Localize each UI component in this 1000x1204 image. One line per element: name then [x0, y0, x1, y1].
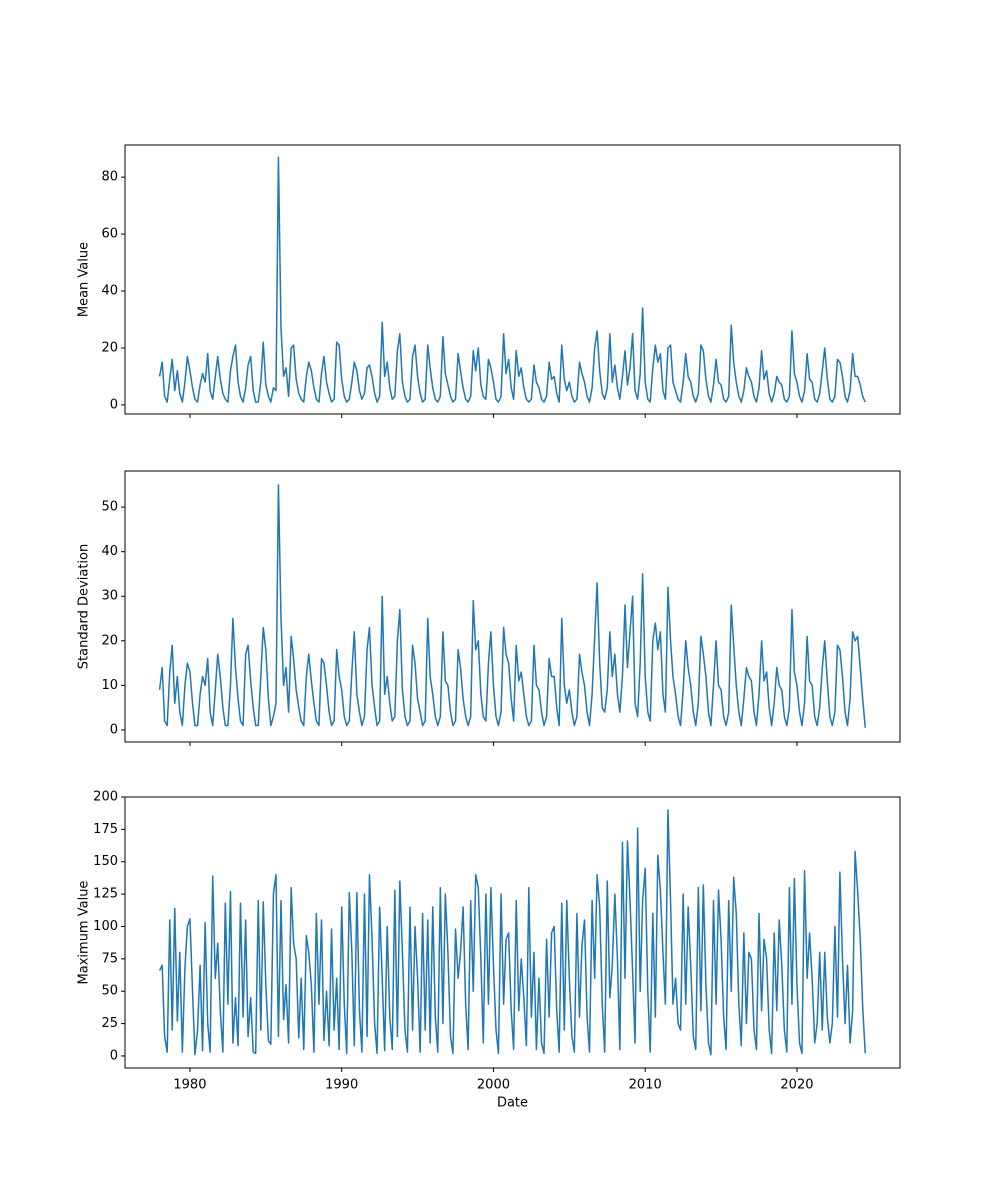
- data-line: [158, 484, 866, 728]
- y-tick-label: 10: [101, 678, 118, 693]
- y-tick-label: 175: [93, 822, 118, 837]
- y-tick-label: 30: [101, 589, 118, 604]
- x-tick-label: 1980: [173, 1078, 206, 1093]
- data-line: [158, 156, 866, 403]
- y-tick-label: 150: [93, 854, 118, 869]
- y-tick-label: 0: [110, 722, 118, 737]
- data-line: [158, 809, 866, 1056]
- y-tick-label: 60: [101, 227, 118, 242]
- x-tick-label: 2000: [477, 1078, 510, 1093]
- x-axis-label: Date: [497, 1096, 528, 1111]
- y-tick-label: 25: [101, 1016, 118, 1031]
- y-tick-label: 40: [101, 544, 118, 559]
- x-tick-label: 2010: [629, 1078, 662, 1093]
- y-tick-label: 75: [101, 951, 118, 966]
- y-tick-label: 20: [101, 633, 118, 648]
- y-tick-label: 0: [110, 397, 118, 412]
- y-axis-label: Mean Value: [77, 242, 92, 317]
- y-axis-label: Standard Deviation: [77, 544, 92, 669]
- y-tick-label: 200: [93, 790, 118, 805]
- y-tick-label: 50: [101, 500, 118, 515]
- y-tick-label: 40: [101, 284, 118, 299]
- y-axis-label: Maximum Value: [77, 881, 92, 985]
- y-tick-label: 0: [110, 1048, 118, 1063]
- y-tick-label: 125: [93, 887, 118, 902]
- y-tick-label: 80: [101, 170, 118, 185]
- axes-frame: [124, 470, 901, 743]
- axes-frame: [124, 144, 901, 415]
- axes-frame: [124, 796, 901, 1069]
- x-tick-label: 1990: [325, 1078, 358, 1093]
- y-tick-label: 50: [101, 984, 118, 999]
- y-tick-label: 100: [93, 919, 118, 934]
- y-tick-label: 20: [101, 340, 118, 355]
- x-tick-label: 2020: [780, 1078, 813, 1093]
